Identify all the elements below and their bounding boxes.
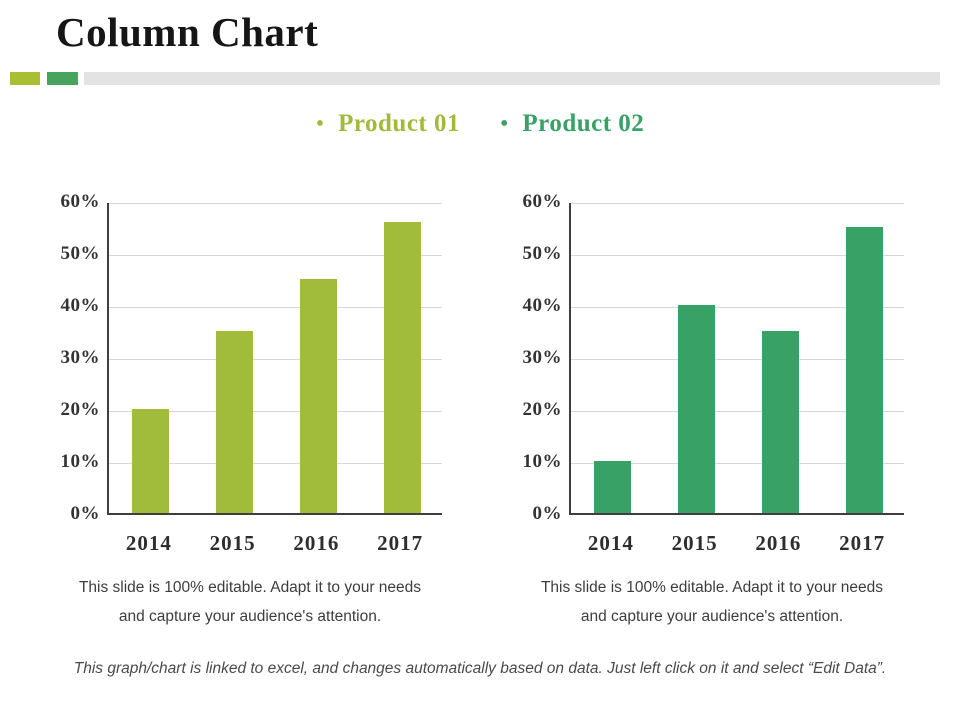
- data-bar[interactable]: [132, 409, 170, 513]
- slide-title: Column Chart: [56, 9, 319, 55]
- y-axis-tick-label: 0%: [70, 503, 100, 524]
- gridline: [109, 203, 442, 204]
- gridline: [571, 307, 904, 308]
- caption-line-2: and capture your audience's attention.: [580, 608, 844, 625]
- x-axis-category-label: 2014: [587, 531, 634, 555]
- divider-accent-square-1: [10, 72, 40, 85]
- gridline: [109, 307, 442, 308]
- x-axis-category-label: 2017: [839, 531, 886, 555]
- gridline: [109, 359, 442, 360]
- bar-chart-product-01[interactable]: This slide is 100% editable. Adapt it to…: [50, 191, 450, 625]
- caption-line-1: This slide is 100% editable. Adapt it to…: [540, 579, 884, 596]
- y-axis-tick-label: 10%: [60, 451, 100, 472]
- divider-accent-square-2: [47, 72, 78, 85]
- y-axis-tick-label: 0%: [532, 503, 562, 524]
- divider-gray-bar: [84, 72, 940, 85]
- y-axis-tick-label: 30%: [522, 347, 562, 368]
- gridline: [109, 411, 442, 412]
- data-bar[interactable]: [594, 461, 632, 513]
- y-axis-tick-label: 60%: [522, 191, 562, 212]
- y-axis-tick-label: 20%: [60, 399, 100, 420]
- gridline: [571, 203, 904, 204]
- data-bar[interactable]: [383, 221, 421, 513]
- legend-item-product-02: • Product 02: [500, 110, 644, 138]
- y-axis-tick-label: 50%: [522, 243, 562, 264]
- data-bar[interactable]: [299, 279, 337, 513]
- y-axis-tick-label: 50%: [60, 243, 100, 264]
- legend-label: Product 02: [522, 110, 645, 137]
- data-bar[interactable]: [845, 227, 883, 513]
- y-axis-tick-label: 20%: [522, 399, 562, 420]
- data-bar[interactable]: [761, 331, 799, 513]
- x-axis-category-label: 2016: [755, 531, 802, 555]
- legend-bullet-icon: •: [315, 111, 325, 137]
- y-axis-tick-label: 60%: [60, 191, 100, 212]
- legend-bullet-icon: •: [500, 111, 509, 137]
- legend-item-product-01: • Product 01: [316, 110, 460, 138]
- y-axis-tick-label: 30%: [60, 347, 100, 368]
- gridline: [109, 255, 442, 256]
- data-bar[interactable]: [678, 305, 716, 513]
- legend-label: Product 01: [338, 110, 460, 137]
- chart-caption: This slide is 100% editable. Adapt it to…: [512, 573, 912, 631]
- x-axis-category-label: 2015: [209, 531, 256, 555]
- gridline: [571, 255, 904, 256]
- data-bar[interactable]: [216, 331, 254, 513]
- gridline: [571, 411, 904, 412]
- gridline: [571, 463, 904, 464]
- plot-area: [569, 203, 904, 515]
- bar-chart-product-02[interactable]: This slide is 100% editable. Adapt it to…: [512, 191, 912, 625]
- chart-legend: • Product 01 • Product 02: [0, 110, 960, 138]
- x-axis-category-label: 2016: [293, 531, 340, 555]
- x-axis-category-label: 2014: [125, 531, 172, 555]
- plot-area: [107, 203, 442, 515]
- caption-line-1: This slide is 100% editable. Adapt it to…: [78, 579, 422, 596]
- y-axis-tick-label: 10%: [522, 451, 562, 472]
- chart-caption: This slide is 100% editable. Adapt it to…: [50, 573, 450, 631]
- y-axis-tick-label: 40%: [522, 295, 562, 316]
- y-axis-tick-label: 40%: [60, 295, 100, 316]
- x-axis-category-label: 2017: [377, 531, 424, 555]
- gridline: [571, 359, 904, 360]
- footer-note: This graph/chart is linked to excel, and…: [73, 660, 887, 677]
- x-axis-category-label: 2015: [671, 531, 718, 555]
- gridline: [109, 463, 442, 464]
- caption-line-2: and capture your audience's attention.: [118, 608, 382, 625]
